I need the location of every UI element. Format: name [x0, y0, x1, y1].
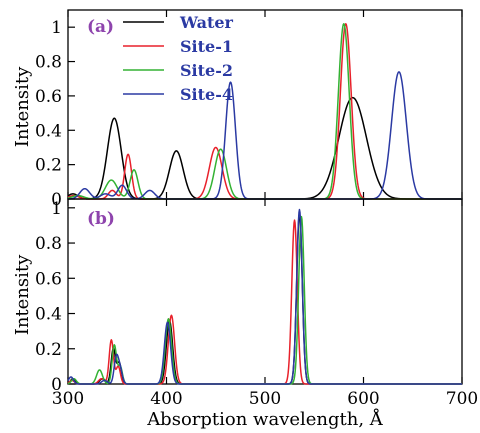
panel-b-x-axis: 300 400 500 600 700	[52, 199, 478, 409]
x-axis-title: Absorption wavelength, Å	[146, 408, 384, 430]
panel-b-series-water	[67, 212, 463, 385]
panel-b-series-site-1	[67, 219, 463, 385]
panel-a-y-tick-label: 0.8	[35, 53, 62, 73]
panel-a-y-axis: 0 0.2 0.4 0.6 0.8 1	[35, 18, 75, 210]
panel-b-series-site-4	[67, 208, 463, 385]
panel-b-y-tick-label: 0.4	[35, 305, 62, 325]
legend-label-site-4: Site-4	[180, 85, 233, 104]
panel-a-series-site-1	[67, 23, 463, 200]
x-tick-label: 400	[150, 389, 182, 409]
legend-label-site-1: Site-1	[180, 37, 233, 56]
panel-b-y-tick-label: 1	[51, 199, 62, 219]
panel-a-series-group	[67, 23, 463, 200]
panel-a-series-water	[67, 96, 463, 200]
x-tick-label: 700	[446, 389, 478, 409]
panel-b-y-tick-label: 0.8	[35, 234, 62, 254]
x-tick-label: 500	[249, 389, 281, 409]
panel-a-x-axis	[67, 10, 463, 199]
panel-a-y-tick-label: 0.2	[35, 156, 62, 176]
panel-a-label: (a)	[87, 17, 114, 37]
panel-a-y-tick-label: 0	[51, 190, 62, 210]
panel-a-y-tick-label: 0.4	[35, 121, 62, 141]
panel-a-y-axis-title: Intensity	[12, 66, 33, 147]
legend-label-site-2: Site-2	[180, 61, 233, 80]
panel-a-y-tick-label: 0.6	[35, 87, 62, 107]
panel-b: 0 0.2 0.4 0.6 0.8 1 300 400 500 600 700 (b) Inten…	[12, 198, 478, 430]
panel-b-y-tick-label: 0	[51, 375, 62, 395]
panel-a-series-site-2	[67, 23, 463, 200]
panel-b-label: (b)	[87, 209, 115, 229]
panel-b-y-axis-title: Intensity	[12, 254, 33, 335]
legend: Water Site-1 Site-2 Site-4	[123, 13, 234, 104]
panel-a-series-site-4	[67, 71, 463, 200]
panel-b-series-group	[67, 208, 463, 385]
panel-b-series-site-2	[67, 215, 463, 385]
panel-a-frame	[67, 9, 463, 200]
x-tick-label: 600	[347, 389, 379, 409]
panel-a: 0 0.2 0.4 0.6 0.8 1 (a) Water Site-1 Site-2 S…	[12, 9, 463, 210]
panel-a-y-tick-label: 1	[51, 18, 62, 38]
panel-b-frame	[67, 198, 463, 385]
panel-b-y-axis: 0 0.2 0.4 0.6 0.8 1	[35, 199, 75, 395]
x-tick-label: 300	[52, 389, 84, 409]
panel-b-y-tick-label: 0.6	[35, 269, 62, 289]
panel-b-y-tick-label: 0.2	[35, 340, 62, 360]
legend-label-water: Water	[179, 13, 234, 32]
